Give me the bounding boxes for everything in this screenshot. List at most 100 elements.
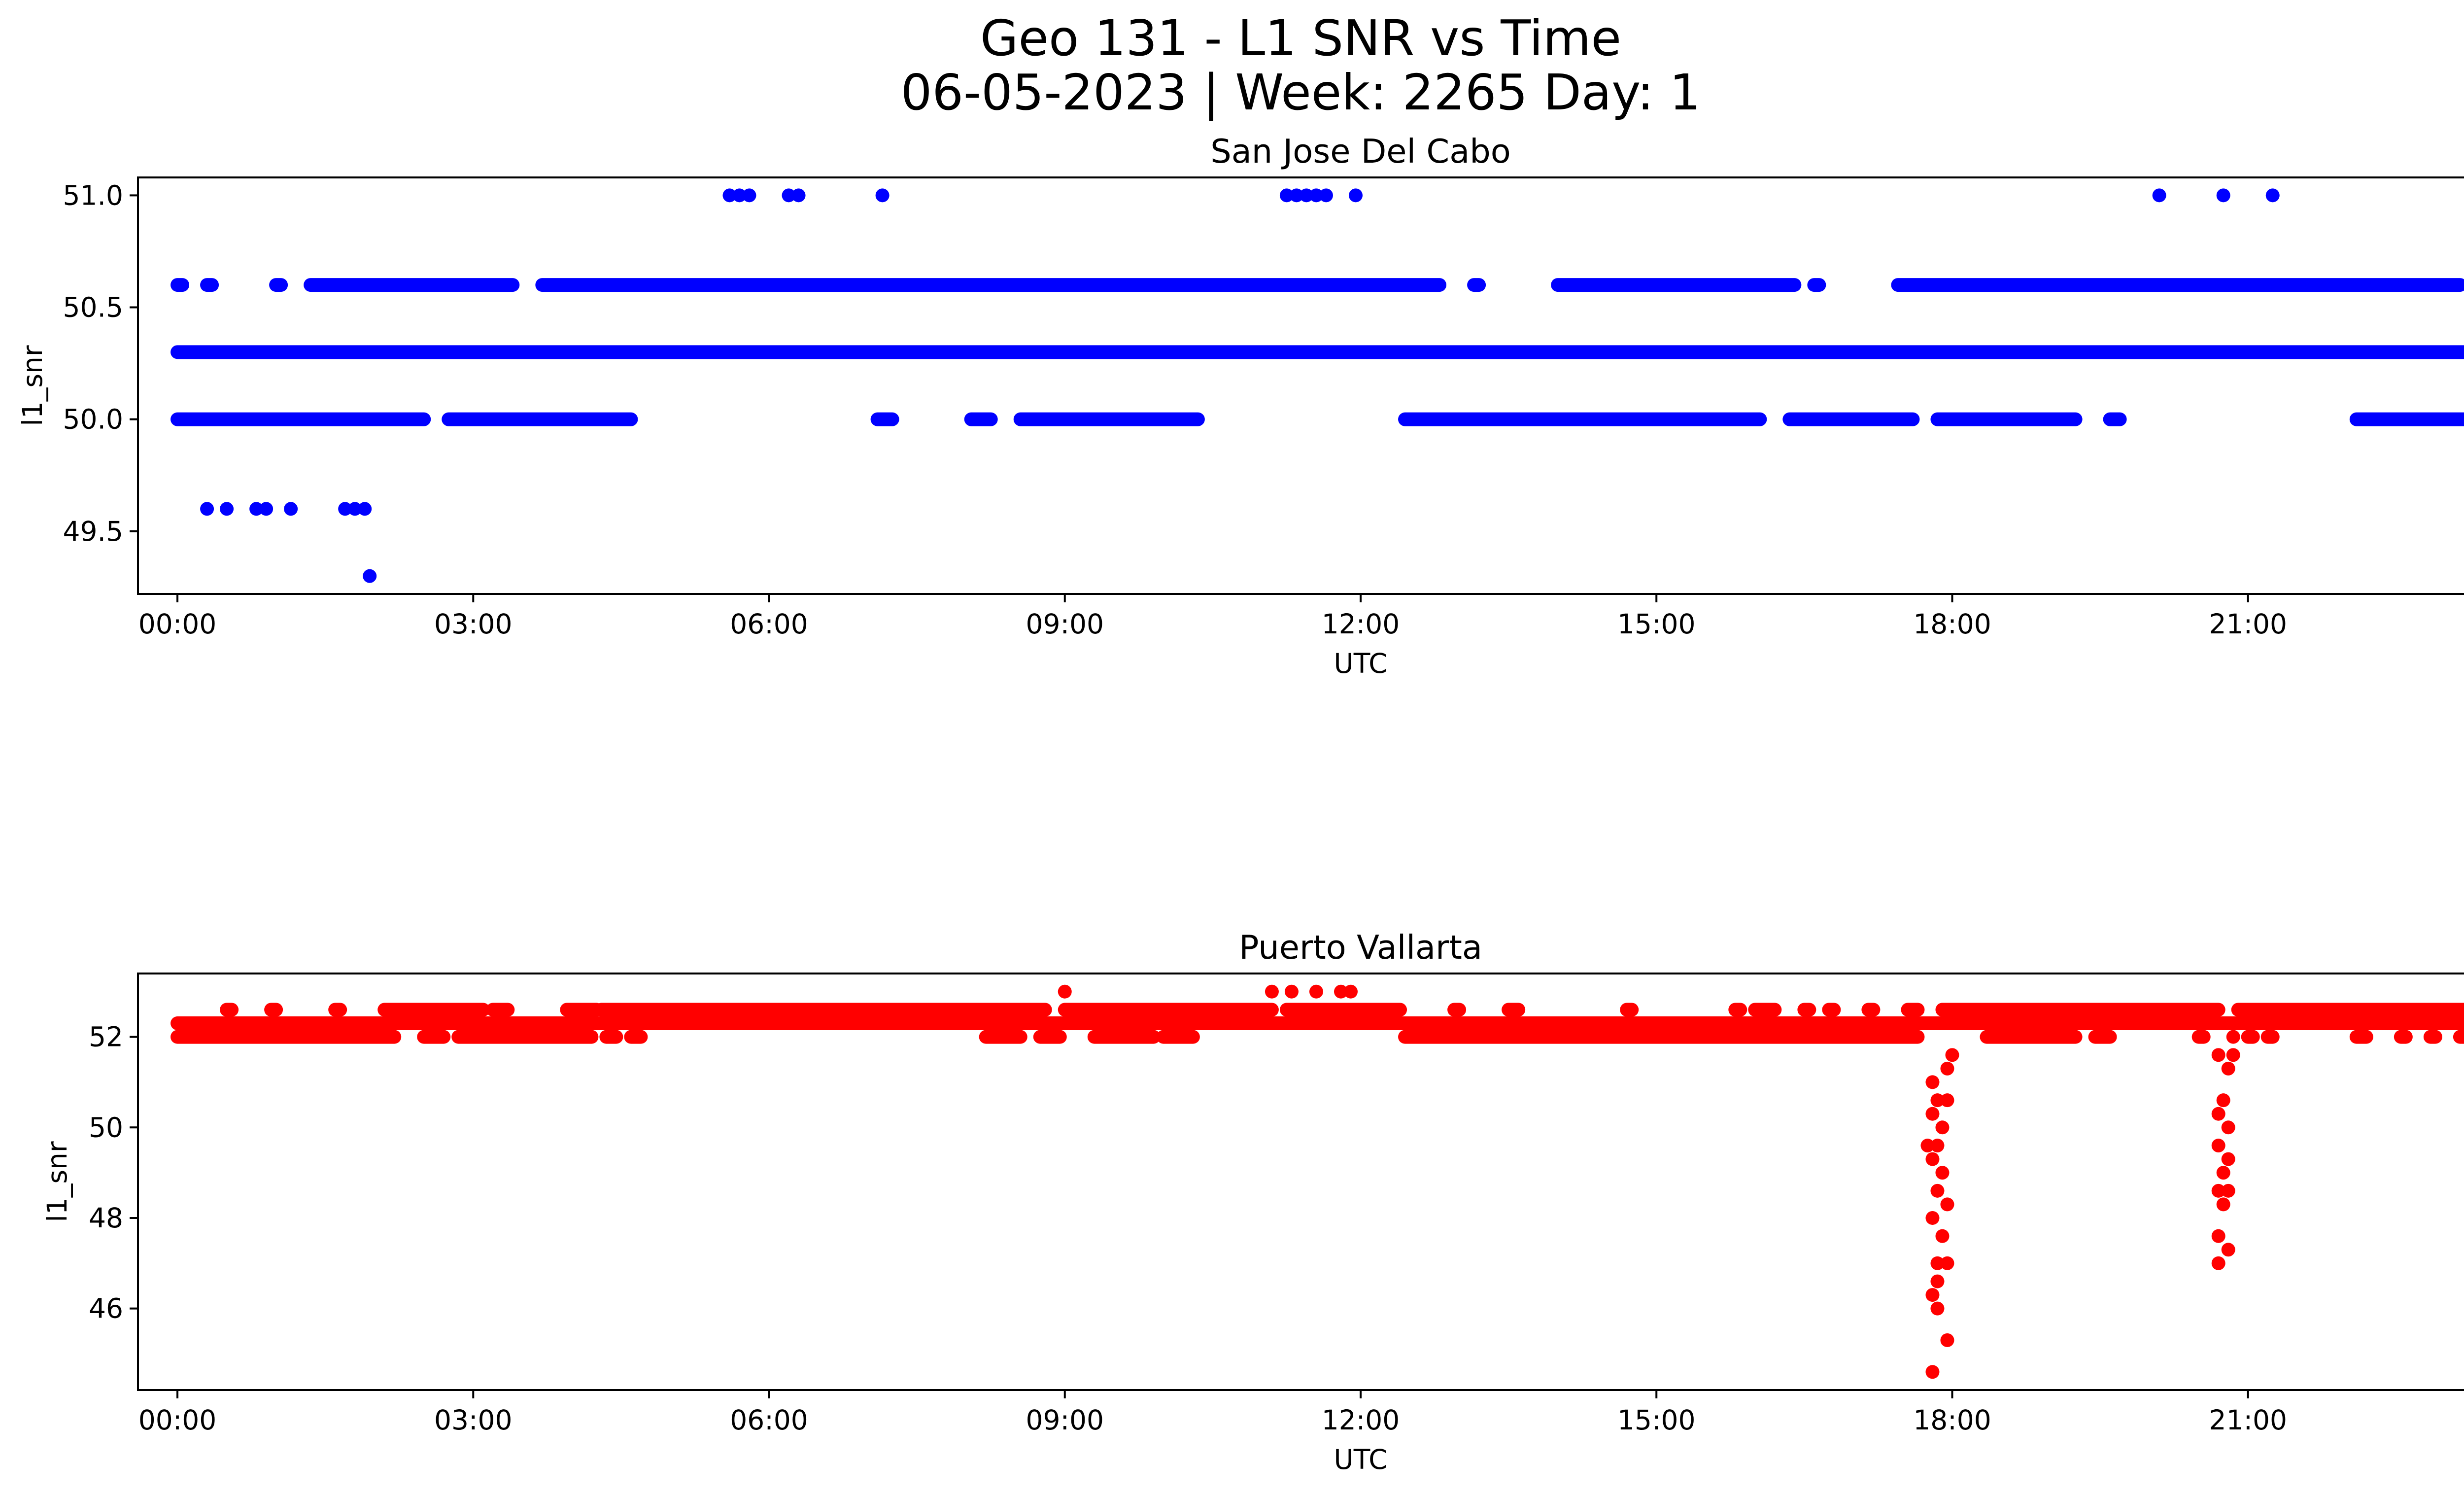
data-point <box>1940 1197 1954 1212</box>
data-point <box>1930 1183 1945 1198</box>
data-point <box>2211 1229 2225 1243</box>
data-point <box>1935 1229 1950 1243</box>
data-point <box>1334 984 1348 999</box>
y-tick-label: 50.0 <box>63 404 123 435</box>
data-point <box>348 502 362 516</box>
subplot-title: San Jose Del Cabo <box>1210 132 1511 171</box>
x-tick-label: 06:00 <box>730 1404 808 1436</box>
data-point <box>1935 1120 1950 1135</box>
data-point <box>2221 1183 2235 1198</box>
x-axis-label: UTC <box>1334 648 1387 679</box>
y-tick-label: 49.5 <box>63 516 123 547</box>
data-point <box>1058 984 1072 999</box>
x-tick-label: 15:00 <box>1617 1404 1696 1436</box>
x-tick-label: 12:00 <box>1322 1404 1400 1436</box>
y-tick-label: 52 <box>89 1021 123 1053</box>
y-tick-label: 48 <box>89 1202 123 1234</box>
data-point <box>1343 984 1358 999</box>
data-point <box>1309 984 1323 999</box>
data-point <box>2226 1030 2240 1044</box>
data-point <box>2211 1139 2225 1153</box>
data-point <box>1309 188 1323 203</box>
data-point <box>2211 1048 2225 1062</box>
data-point <box>363 569 377 583</box>
data-point <box>358 502 372 516</box>
x-tick-label: 21:00 <box>2209 608 2287 640</box>
data-point <box>1940 1061 1954 1076</box>
data-point <box>284 502 298 516</box>
data-point <box>1279 188 1294 203</box>
data-point <box>1940 1333 1954 1347</box>
data-point <box>1940 1256 1954 1270</box>
data-point <box>1930 1301 1945 1316</box>
data-point <box>1930 1139 1945 1153</box>
data-point <box>220 502 234 516</box>
data-point <box>1925 1107 1940 1121</box>
x-tick-label: 00:00 <box>138 1404 217 1436</box>
data-point <box>2221 1152 2235 1166</box>
data-point <box>1284 984 1299 999</box>
data-point <box>732 188 747 203</box>
x-tick-label: 15:00 <box>1617 608 1696 640</box>
axes-frame <box>137 176 2464 595</box>
data-point <box>2216 1197 2230 1212</box>
x-tick-label: 09:00 <box>1026 1404 1104 1436</box>
data-point <box>2216 1166 2230 1180</box>
data-point <box>782 188 796 203</box>
x-tick-label: 12:00 <box>1322 608 1400 640</box>
data-point <box>1945 1048 1959 1062</box>
data-point <box>742 188 756 203</box>
data-point <box>2265 188 2280 203</box>
data-point <box>249 502 264 516</box>
subplot-title: Puerto Vallarta <box>1239 928 1482 967</box>
data-point <box>1925 1075 1940 1089</box>
x-axis-label: UTC <box>1334 1444 1387 1475</box>
data-point <box>2221 1061 2235 1076</box>
y-tick-label: 50.5 <box>63 291 123 323</box>
chart-1: 00:00 03:00 06:00 09:00 12:00 15:00 18:00 21:00… <box>41 928 2464 1475</box>
data-marks <box>171 984 2464 1379</box>
figure-title-line1: Geo 131 - L1 SNR vs Time <box>980 9 1621 67</box>
data-marks <box>171 188 2464 583</box>
data-point <box>1930 1256 1945 1270</box>
y-tick-label: 51.0 <box>63 179 123 211</box>
data-point <box>1925 1152 1940 1166</box>
data-point <box>1940 1093 1954 1108</box>
data-point <box>2211 1107 2225 1121</box>
data-point <box>1930 1274 1945 1288</box>
x-tick-label: 21:00 <box>2209 1404 2287 1436</box>
data-point <box>1935 1166 1950 1180</box>
data-point <box>2216 1093 2230 1108</box>
data-point <box>2216 188 2230 203</box>
data-point <box>2221 1120 2235 1135</box>
x-tick-label: 18:00 <box>1913 1404 1991 1436</box>
data-point <box>338 502 352 516</box>
data-point <box>1930 1093 1945 1108</box>
data-point <box>1265 984 1279 999</box>
x-tick-label: 03:00 <box>434 1404 513 1436</box>
data-point <box>722 188 737 203</box>
data-point <box>1920 1139 1935 1153</box>
data-point <box>791 188 806 203</box>
data-point <box>1348 188 1363 203</box>
data-point <box>2226 1048 2240 1062</box>
figure-title-line2: 06-05-2023 | Week: 2265 Day: 1 <box>900 64 1701 121</box>
data-point <box>1319 188 1333 203</box>
data-point <box>2221 1243 2235 1257</box>
x-tick-label: 03:00 <box>434 608 513 640</box>
chart-0: 00:00 03:00 06:00 09:00 12:00 15:00 18:00 21:00… <box>17 132 2464 679</box>
data-point <box>1299 188 1313 203</box>
x-tick-label: 06:00 <box>730 608 808 640</box>
x-tick-label: 09:00 <box>1026 608 1104 640</box>
data-point <box>2211 1256 2225 1270</box>
data-point <box>1925 1288 1940 1302</box>
x-tick-label: 18:00 <box>1913 608 1991 640</box>
data-point <box>1289 188 1303 203</box>
data-point <box>875 188 890 203</box>
y-axis-label: l1_snr <box>17 345 48 426</box>
data-point <box>1925 1365 1940 1379</box>
data-point <box>259 502 274 516</box>
data-point <box>1925 1211 1940 1225</box>
y-axis-label: l1_snr <box>41 1141 73 1222</box>
